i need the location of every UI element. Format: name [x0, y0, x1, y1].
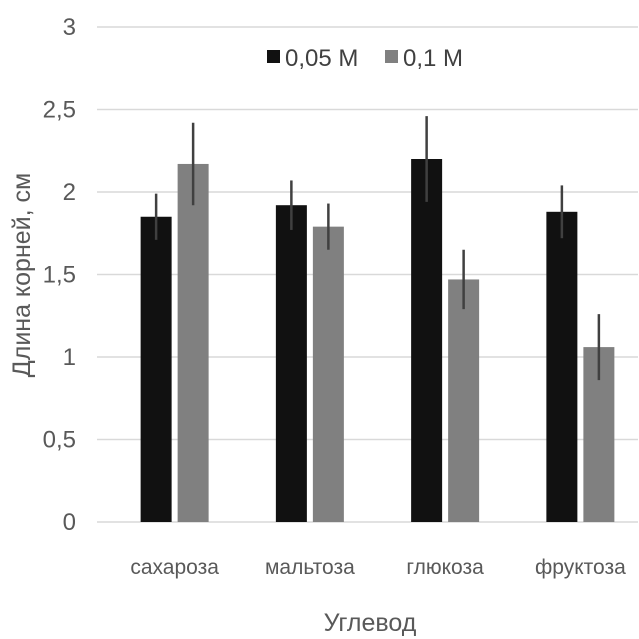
error-bars	[154, 116, 601, 381]
legend-swatch	[385, 50, 398, 63]
y-tick-label: 3	[63, 14, 76, 41]
bars	[140, 159, 615, 523]
x-category-label: фруктоза	[535, 556, 626, 579]
legend-swatch	[267, 50, 280, 63]
y-tick-label: 0	[63, 509, 76, 536]
x-category-label: мальтоза	[265, 556, 355, 579]
bar	[140, 216, 172, 522]
y-tick-label: 1	[63, 344, 76, 371]
legend-label: 0,1 М	[403, 45, 463, 72]
bar	[411, 159, 443, 522]
y-tick-labels: 0 0,5 1 1,5 2 2,5 3	[43, 14, 76, 536]
legend: 0,05 М 0,1 М	[267, 45, 463, 72]
x-axis-title: Углевод	[324, 609, 417, 637]
y-tick-label: 2,5	[43, 97, 76, 124]
y-tick-label: 1,5	[43, 262, 76, 289]
bar	[312, 226, 344, 522]
x-category-label: сахароза	[130, 556, 219, 579]
x-category-label: глюкоза	[406, 556, 484, 579]
legend-label: 0,05 М	[285, 45, 358, 72]
bar	[177, 163, 209, 522]
y-tick-label: 2	[63, 179, 76, 206]
x-category-labels: сахароза мальтоза глюкоза фруктоза	[130, 556, 626, 579]
bar	[448, 279, 480, 522]
y-axis-title: Длина корней, см	[8, 173, 36, 377]
bar	[546, 211, 578, 523]
bar	[275, 205, 307, 522]
y-tick-label: 0,5	[43, 427, 76, 454]
